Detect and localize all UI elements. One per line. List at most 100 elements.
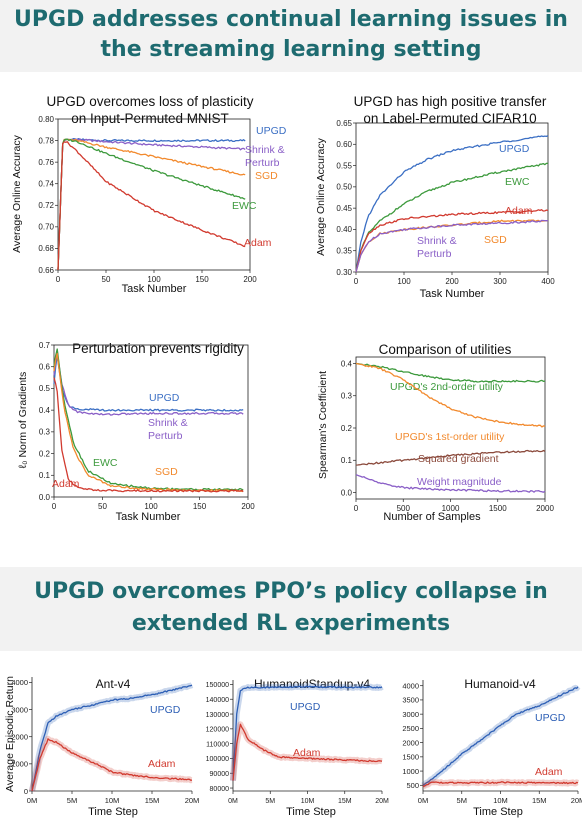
y-axis-label: Average Online Accuracy xyxy=(315,137,327,255)
series-label: EWC xyxy=(232,200,257,212)
x-tick-label: 20M xyxy=(375,798,389,805)
y-tick-label: 0.3 xyxy=(341,392,353,401)
series-label: Shrink & Perturb xyxy=(245,144,285,169)
x-tick-label: 0M xyxy=(228,798,238,805)
y-tick-label: 0.2 xyxy=(39,449,51,458)
series-label-line: Shrink & xyxy=(245,144,285,156)
series-line-shrink-perturb xyxy=(57,138,246,271)
y-tick-label: 0.74 xyxy=(38,180,54,189)
x-tick-label: 10M xyxy=(493,796,508,805)
y-tick-label: 0.0 xyxy=(341,488,353,497)
y-tick-label: 0.1 xyxy=(39,471,51,480)
series-label: Adam xyxy=(244,237,272,249)
y-tick-label: 0.40 xyxy=(336,225,352,234)
series-line-adam xyxy=(31,738,193,792)
chart-title: UPGD overcomes loss of plasticity xyxy=(46,94,253,109)
series-label: UPGD xyxy=(150,704,181,716)
y-tick-label: 130000 xyxy=(206,712,229,719)
series-label-line: Perturb xyxy=(417,248,452,260)
y-tick-label: 90000 xyxy=(210,771,230,778)
x-tick-label: 20M xyxy=(185,796,200,805)
y-tick-label: 3000 xyxy=(402,710,419,719)
x-tick-label: 15M xyxy=(145,796,160,805)
series-line-adam xyxy=(422,781,579,788)
series-label: UPGD xyxy=(256,125,287,137)
x-axis-label: Time Step xyxy=(286,806,336,818)
series-line-upgd-s-1st-order-utility xyxy=(355,362,546,428)
y-tick-label: 2000 xyxy=(402,738,419,747)
y-tick-label: 0.2 xyxy=(341,424,353,433)
series-line-adam xyxy=(355,209,549,273)
x-axis-label: Time Step xyxy=(88,806,138,818)
y-tick-label: 2500 xyxy=(402,724,419,733)
series-label: EWC xyxy=(93,457,118,469)
series-label: Adam xyxy=(148,758,176,770)
x-tick-label: 0 xyxy=(52,502,57,511)
y-tick-label: 120000 xyxy=(206,727,229,734)
series-label-line: Perturb xyxy=(148,430,183,442)
series-line-ewc xyxy=(355,162,549,273)
chart-title: UPGD has high positive transfer xyxy=(354,94,547,109)
series-label: Shrink & Perturb xyxy=(148,417,188,442)
series-line-weight-magnitude xyxy=(355,474,546,493)
x-axis-label: Task Number xyxy=(122,283,187,295)
y-tick-label: 0.78 xyxy=(38,136,54,145)
y-tick-label: 150000 xyxy=(206,682,229,689)
top-heading-line2: the streaming learning setting xyxy=(100,37,482,62)
chart-title: Ant-v4 xyxy=(96,677,131,691)
chart-ant: Ant-v4 0 1000 2000 3000 4000 0M 5M 10M 15M 20M Time… xyxy=(4,676,199,818)
series-label: UPGD's 1st-order utility xyxy=(395,431,505,443)
y-tick-label: 140000 xyxy=(206,697,229,704)
series-line-upgd-s-2nd-order-utility xyxy=(355,362,546,383)
y-tick-label: 100000 xyxy=(206,756,229,763)
chart-humanoid: Humanoid-v4 500 1000 1500 2000 2500 3000 3500 40… xyxy=(402,677,582,818)
series-line-sgd xyxy=(53,352,244,492)
x-tick-label: 0 xyxy=(354,504,359,513)
series-label: UPGD xyxy=(290,701,321,713)
chart-mnist: UPGD overcomes loss of plasticity on Inpu… xyxy=(11,94,287,295)
y-tick-label: 0.45 xyxy=(336,204,352,213)
x-tick-label: 100 xyxy=(144,502,158,511)
y-tick-label: 0.80 xyxy=(38,115,54,124)
chart-title: on Label-Permuted CIFAR10 xyxy=(363,111,536,126)
series-label: UPGD xyxy=(535,712,566,724)
y-axis-label: Average Online Accuracy xyxy=(11,134,23,252)
y-tick-label: 0.35 xyxy=(336,247,352,256)
series-line-adam xyxy=(57,141,246,271)
chart-title: Humanoid-v4 xyxy=(464,677,536,691)
chart-cifar: UPGD has high positive transfer on Label-… xyxy=(315,94,555,300)
x-tick-label: 1000 xyxy=(442,504,460,513)
y-tick-label: 1500 xyxy=(402,753,419,762)
x-tick-label: 200 xyxy=(241,502,255,511)
series-label: UPGD xyxy=(499,143,530,155)
x-tick-label: 5M xyxy=(67,796,77,805)
y-tick-label: 0.70 xyxy=(38,223,54,232)
y-tick-label: 0.68 xyxy=(38,244,54,253)
x-tick-label: 150 xyxy=(193,502,207,511)
y-tick-label: 0.76 xyxy=(38,158,54,167)
y-tick-label: 0.30 xyxy=(336,268,352,277)
series-label: SGD xyxy=(255,170,278,182)
chart-title: on Input-Permuted MNIST xyxy=(71,111,229,126)
x-tick-label: 0M xyxy=(418,796,428,805)
y-axis-label: ℓ₀ Norm of Gradients xyxy=(17,372,29,468)
y-tick-label: 0.72 xyxy=(38,201,54,210)
x-tick-label: 15M xyxy=(532,796,547,805)
series-label: SGD xyxy=(155,466,178,478)
series-line-shrink-perturb xyxy=(53,350,244,416)
y-tick-label: 2000 xyxy=(11,733,28,742)
series-label: EWC xyxy=(505,176,530,188)
x-axis-label: Time Step xyxy=(473,806,523,818)
series-label: Weight magnitude xyxy=(417,476,502,488)
x-tick-label: 10M xyxy=(105,796,120,805)
y-tick-label: 80000 xyxy=(210,786,230,793)
y-axis-label: Spearman's Coefficient xyxy=(317,371,329,479)
series-line-upgd xyxy=(355,135,549,273)
x-tick-label: 0 xyxy=(354,277,359,286)
series-label-line: Shrink & xyxy=(417,235,457,247)
series-label: Squared gradient xyxy=(418,453,499,465)
y-tick-label: 0.5 xyxy=(39,384,51,393)
x-tick-label: 50 xyxy=(102,275,111,284)
series-label-line: Perturb xyxy=(245,157,280,169)
y-tick-label: 3000 xyxy=(11,705,28,714)
